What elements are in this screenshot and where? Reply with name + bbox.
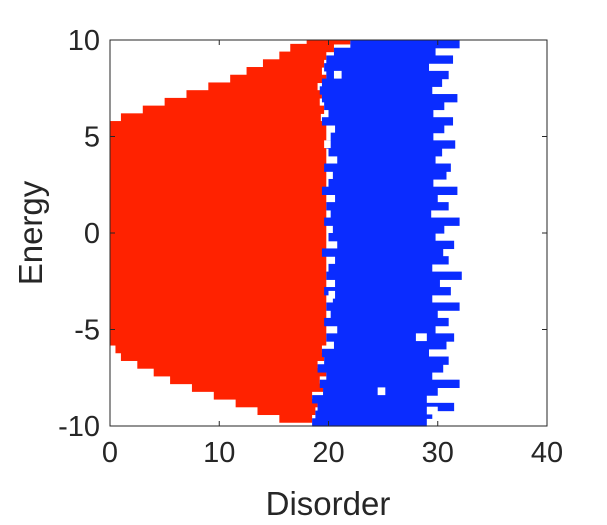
extended-cell-34: [337, 155, 436, 165]
extended-cell-3: [312, 395, 427, 404]
extended-cell-40: [328, 109, 434, 118]
extended-cell-26: [324, 217, 460, 226]
extended-cell-10: [333, 341, 447, 350]
extended-cell-15: [326, 302, 460, 311]
extended-cell-12: [337, 325, 436, 334]
localized-cell-10: [110, 121, 327, 346]
extended-cell-36: [326, 140, 456, 149]
localized-cell-6: [153, 368, 327, 377]
gap-cell-4: [415, 333, 427, 342]
extended-cell-6: [326, 371, 433, 381]
extended-cell-20: [328, 263, 433, 273]
extended-cell-21: [335, 256, 449, 265]
gap-cell-2: [328, 290, 336, 299]
localized-cell-13: [164, 97, 320, 107]
x-tick-label-30: 30: [422, 437, 454, 469]
extended-cell-39: [321, 117, 454, 126]
plot-area: [109, 39, 548, 427]
extended-cell-5: [319, 379, 460, 388]
gap-cell-0: [333, 70, 342, 79]
localized-cell-14: [186, 90, 322, 99]
gap-cell-5: [426, 406, 438, 415]
localized-cell-2: [235, 398, 318, 408]
x-tick-label-20: 20: [312, 437, 344, 469]
extended-cell-31: [328, 178, 434, 188]
extended-cell-46: [324, 63, 430, 72]
extended-cell-43: [319, 86, 433, 95]
x-tick-label-0: 0: [102, 437, 118, 469]
x-axis-label: Disorder: [266, 485, 391, 522]
x-tick-label-10: 10: [203, 437, 235, 469]
extended-cell-28: [326, 202, 449, 211]
gap-cell-1: [324, 140, 331, 149]
localized-cell-9: [115, 344, 322, 354]
extended-cell-22: [321, 248, 444, 257]
localized-region: [110, 40, 351, 423]
extended-cell-27: [330, 209, 432, 219]
localized-cell-8: [120, 352, 325, 361]
localized-cell-3: [213, 391, 313, 400]
extended-cell-35: [328, 148, 443, 157]
localized-cell-5: [170, 375, 320, 385]
y-axis-ticks: -10 -5 0 5 10: [58, 25, 547, 443]
extended-cell-48: [333, 47, 436, 57]
localized-cell-17: [246, 67, 322, 76]
extended-cell-24: [328, 233, 436, 242]
extended-cell-29: [335, 194, 438, 203]
y-tick-label--5: -5: [74, 315, 100, 347]
extended-cell-17: [324, 287, 451, 296]
extended-cell-42: [321, 94, 458, 103]
extended-cell-9: [321, 348, 429, 358]
extended-cell-18: [335, 279, 440, 288]
extended-cell-38: [335, 124, 445, 134]
extended-cell-14: [330, 310, 438, 319]
extended-cell-25: [332, 225, 445, 234]
extended-cell-8: [324, 356, 449, 365]
localized-cell-19: [279, 51, 327, 60]
extended-cell-16: [332, 294, 433, 304]
extended-cell-13: [324, 317, 449, 327]
y-tick-label--10: -10: [58, 411, 100, 443]
localized-cell-1: [257, 406, 316, 416]
extended-cell-37: [330, 132, 434, 141]
extended-cell-2: [317, 402, 455, 412]
localized-cell-12: [142, 105, 325, 114]
extended-region: [312, 40, 462, 427]
localized-cell-18: [262, 59, 325, 68]
localized-cell-7: [137, 360, 318, 369]
extended-cell-32: [332, 171, 447, 180]
y-tick-label-0: 0: [84, 218, 100, 250]
localized-cell-11: [120, 113, 321, 122]
extended-cell-49: [350, 40, 460, 49]
gap-cell-3: [377, 387, 386, 396]
extended-cell-41: [324, 101, 445, 111]
y-tick-label-5: 5: [84, 122, 100, 154]
localized-cell-20: [290, 43, 334, 53]
extended-cell-45: [326, 70, 449, 80]
extended-cell-33: [324, 163, 451, 172]
extended-cell-47: [326, 55, 454, 64]
x-tick-label-40: 40: [531, 437, 563, 469]
extended-cell-11: [326, 333, 455, 342]
extended-cell-30: [321, 186, 458, 195]
extended-cell-0: [312, 418, 427, 427]
localized-cell-16: [230, 74, 327, 84]
x-axis-ticks: 0 10 20 30 40: [102, 40, 563, 469]
y-tick-label-10: 10: [68, 25, 100, 57]
extended-cell-19: [326, 271, 462, 280]
y-axis-label: Energy: [12, 180, 49, 285]
extended-cell-7: [317, 364, 444, 373]
extended-cell-23: [337, 240, 455, 250]
extended-cell-1: [315, 410, 433, 419]
extended-cell-44: [321, 78, 443, 87]
localized-cell-4: [191, 383, 324, 392]
localized-cell-15: [208, 82, 318, 91]
localized-cell-0: [279, 414, 313, 423]
